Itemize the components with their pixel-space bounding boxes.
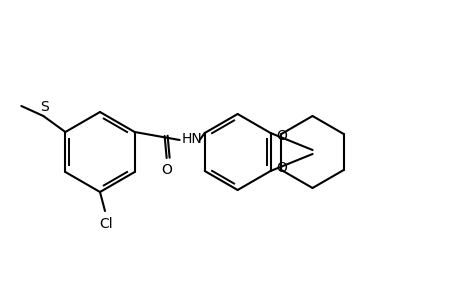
Text: HN: HN [181,132,202,146]
Text: Cl: Cl [99,217,112,231]
Text: O: O [161,163,172,177]
Text: O: O [276,129,287,143]
Text: S: S [40,100,49,114]
Text: O: O [276,161,287,175]
